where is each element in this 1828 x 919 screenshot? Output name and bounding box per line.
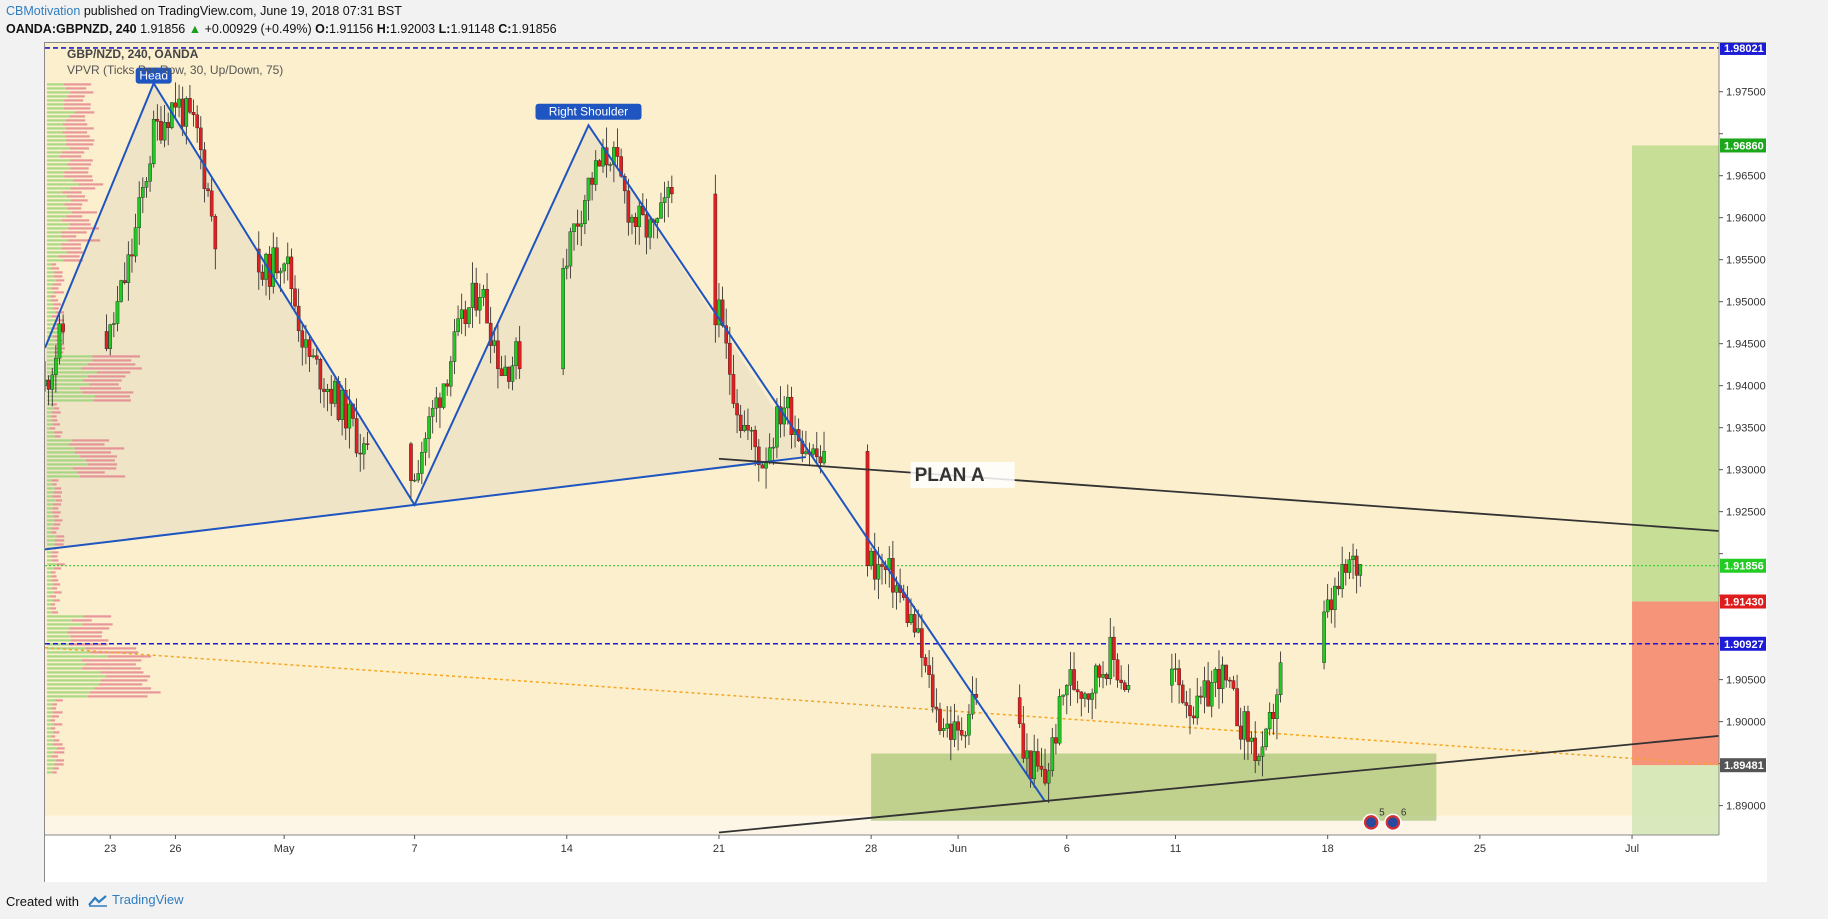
pattern-shading <box>45 83 806 550</box>
annotation-label-bg-1 <box>535 103 642 120</box>
close-value: 1.91856 <box>511 22 557 36</box>
time-tick-label: 26 <box>169 843 181 855</box>
ohlc-line: OANDA:GBPNZD, 240 1.91856 ▲ +0.00929 (+0… <box>6 22 557 36</box>
time-tick-label: 14 <box>561 843 573 855</box>
support-zone <box>871 753 1437 821</box>
annotation-label-bg-0 <box>135 67 172 84</box>
price-axis <box>1719 43 1767 835</box>
last-price: 1.91856 <box>140 22 186 36</box>
close-label: C: <box>498 22 512 36</box>
tradingview-logo-icon <box>88 894 107 907</box>
descending-trend-line <box>718 457 1720 532</box>
annotation-label: Head <box>139 69 168 83</box>
publish-info: published on TradingView.com, June 19, 2… <box>83 4 402 18</box>
price-tick-label: 1.94500 <box>1726 339 1766 351</box>
vpvr-histogram <box>47 83 161 774</box>
low-label: L: <box>438 22 451 36</box>
author-link[interactable]: CBMotivation <box>6 4 81 18</box>
time-tick-label: 7 <box>412 843 418 855</box>
price-tick-label: 1.95000 <box>1726 297 1766 309</box>
level-tag-right-label: 1.89481 <box>1724 760 1764 772</box>
level-tag-right <box>1720 138 1766 153</box>
tradingview-link[interactable]: TradingView <box>88 892 184 907</box>
price-tick-label: 1.96000 <box>1726 213 1766 225</box>
low-value: 1.91148 <box>450 22 495 36</box>
chart-title: GBP/NZD, 240, OANDA <box>67 47 199 61</box>
price-tick-label: 1.93500 <box>1726 423 1766 435</box>
level-tag-right <box>1720 43 1766 55</box>
time-tick-label: Jul <box>1625 843 1639 855</box>
open-label: O: <box>315 22 329 36</box>
header-bar: CBMotivation published on TradingView.co… <box>0 0 1828 42</box>
price-tick-label: 1.89000 <box>1726 801 1766 813</box>
plan-label-bg <box>910 461 1015 488</box>
up-arrow-icon: ▲ <box>188 22 202 36</box>
price-tick-label: 1.97500 <box>1726 87 1766 99</box>
price-tick-label: 1.90500 <box>1726 675 1766 687</box>
footer-bar: Created with TradingView <box>0 882 1828 919</box>
orange-trend-line <box>45 646 1720 766</box>
price-chart[interactable]: Head Right Shoulder PLAN A GBP/NZD, 240, OA… <box>45 43 1767 883</box>
level-tag-right-label: 1.98021 <box>1724 43 1764 55</box>
level-tag-right <box>1720 558 1766 573</box>
target-zone-lower <box>1632 765 1719 835</box>
created-with-text: Created with <box>6 894 79 909</box>
level-tag-right-label: 1.91430 <box>1724 597 1764 609</box>
time-tick-label: 18 <box>1322 843 1334 855</box>
event-count: 6 <box>1401 807 1407 818</box>
level-tag-right-label: 1.90927 <box>1724 639 1764 651</box>
time-tick-label: 28 <box>865 843 877 855</box>
price-change: +0.00929 (+0.49%) <box>204 22 312 36</box>
tradingview-brand: TradingView <box>112 892 184 907</box>
level-tag-right <box>1720 758 1766 773</box>
price-tick-label: 1.93000 <box>1726 465 1766 477</box>
time-axis <box>45 835 1767 883</box>
ascending-trend-line <box>718 734 1720 834</box>
chart-frame[interactable]: Head Right Shoulder PLAN A GBP/NZD, 240, OA… <box>44 42 1767 883</box>
level-tag-right-label: 1.91856 <box>1724 561 1764 573</box>
price-tick-label: 1.95500 <box>1726 255 1766 267</box>
price-tick-label: 1.90000 <box>1726 717 1766 729</box>
target-zone <box>1632 145 1719 602</box>
neckline <box>45 456 807 551</box>
level-tag-right <box>1720 594 1766 609</box>
time-tick-label: 23 <box>104 843 116 855</box>
level-tag-right <box>1720 636 1766 651</box>
time-tick-label: May <box>274 843 295 855</box>
high-value: 1.92003 <box>389 22 436 36</box>
level-tag-right-label: 1.96860 <box>1724 140 1764 152</box>
time-tick-label: 25 <box>1474 843 1486 855</box>
plan-a-label: PLAN A <box>915 465 985 486</box>
open-value: 1.91156 <box>329 22 374 36</box>
time-tick-label: Jun <box>949 843 967 855</box>
time-tick-label: 11 <box>1170 843 1181 855</box>
publish-line: CBMotivation published on TradingView.co… <box>6 4 402 18</box>
time-tick-label: 6 <box>1064 843 1070 855</box>
high-label: H: <box>376 22 390 36</box>
price-tick-label: 1.94000 <box>1726 381 1766 393</box>
price-tick-label: 1.92500 <box>1726 507 1766 519</box>
event-count: 5 <box>1379 807 1385 818</box>
symbol-label[interactable]: OANDA:GBPNZD, 240 <box>6 22 137 36</box>
time-tick-label: 21 <box>713 843 725 855</box>
price-tick-label: 1.96500 <box>1726 171 1766 183</box>
indicator-label: VPVR (Ticks Per Row, 30, Up/Down, 75) <box>67 63 283 77</box>
annotation-label: Right Shoulder <box>549 105 628 119</box>
